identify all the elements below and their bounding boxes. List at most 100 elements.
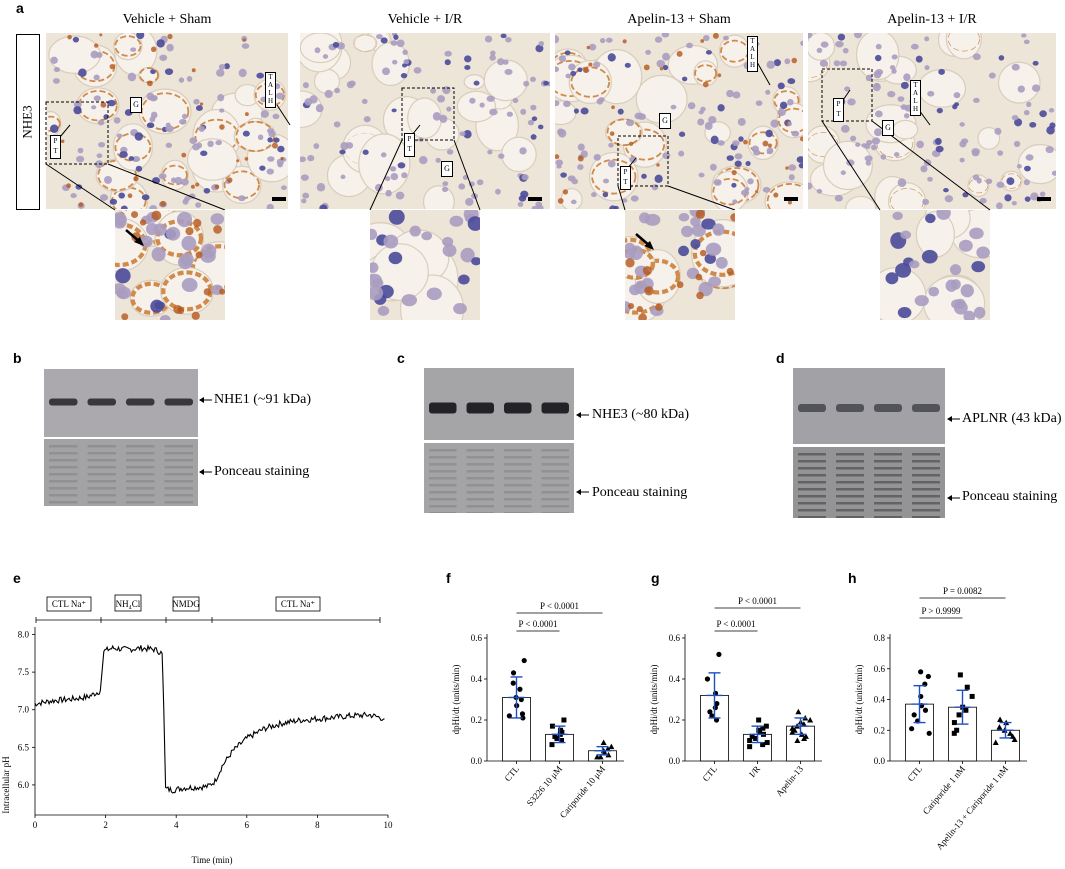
scale-bar: [272, 197, 286, 201]
data-point: [519, 711, 526, 717]
data-point: [712, 705, 718, 711]
data-point: [1011, 736, 1018, 742]
ph-trace-line: [34, 643, 385, 794]
zoom-inset-3: [625, 210, 735, 320]
panel-letter-g: g: [651, 570, 660, 586]
data-point: [794, 737, 801, 743]
data-point: [756, 717, 762, 723]
label-proximal-tubule: P T: [50, 135, 61, 159]
ph-trace-chart: CTL Na⁺ NH₄Cl NMDG CTL Na⁺ Intracellular…: [1, 594, 393, 865]
y-tick-label: 0.0: [669, 756, 681, 766]
data-point: [604, 745, 611, 752]
label-glomerulus: G: [882, 120, 894, 136]
data-point: [707, 709, 713, 715]
data-point: [764, 740, 770, 746]
data-point: [795, 708, 802, 715]
panel-letter-e: e: [13, 570, 21, 586]
data-point: [918, 669, 924, 675]
connector-line: [821, 120, 881, 211]
data-point: [517, 686, 523, 692]
y-tick-label: 6.5: [18, 742, 30, 752]
scale-bar: [1037, 197, 1051, 201]
y-tick-label: 7.0: [18, 705, 30, 715]
band-label-aplnr: APLNR (43 kDa): [962, 411, 1062, 426]
bar-chart-g: 0.0 0.2 0.4 0.6 dpHi/dt (units/min) CTL I/R Ape…: [649, 596, 822, 798]
x-tick-label: 2: [103, 820, 108, 830]
y-axis-label: dpHi/dt (units/min): [854, 665, 864, 735]
data-point: [520, 715, 526, 721]
arrow-icon: [947, 495, 952, 501]
band-label-nhe1: NHE1 (~91 kDa): [214, 392, 311, 407]
y-tick-label: 0.0: [471, 756, 483, 766]
connector-line: [667, 185, 736, 211]
band-label-nhe3: NHE3 (~80 kDa): [592, 407, 689, 422]
micrograph-vehicle-sham: [46, 33, 288, 209]
arrows-d: [947, 416, 960, 501]
connector-line: [617, 185, 626, 211]
phase-box: [114, 594, 142, 612]
pointer-line: [756, 61, 771, 86]
arrow-head-icon: [644, 241, 654, 250]
data-point: [909, 726, 915, 732]
y-tick-label: 0.6: [874, 664, 886, 674]
row-label-nhe3: NHE3: [16, 34, 40, 210]
y-tick-label: 0.8: [874, 633, 886, 643]
data-point: [510, 680, 516, 686]
data-point: [760, 725, 766, 731]
data-point: [506, 713, 512, 719]
data-point: [518, 696, 524, 703]
phase-label-nh4cl: NH₄Cl: [116, 599, 141, 609]
data-point: [951, 720, 957, 726]
connector-line: [45, 163, 116, 211]
data-point: [716, 651, 722, 657]
y-tick-label: 0.0: [874, 756, 886, 766]
phase-label-ctl-2: CTL Na⁺: [281, 599, 315, 609]
data-point: [747, 738, 753, 743]
data-point: [969, 693, 975, 699]
category-label: Cariporide 1 nM: [921, 764, 967, 816]
panel-letter-a: a: [16, 0, 24, 16]
category-label: CTL: [905, 764, 924, 783]
data-point: [951, 730, 957, 736]
label-proximal-tubule: P T: [833, 98, 844, 122]
data-point: [807, 717, 814, 723]
panel-letter-b: b: [13, 350, 22, 366]
zoom-inset-1: [115, 210, 225, 320]
data-point: [763, 723, 769, 729]
arrow-icon: [199, 397, 204, 403]
data-point: [549, 742, 555, 748]
arrow-head-icon: [134, 237, 144, 246]
data-point: [1007, 730, 1014, 736]
category-label: Apelin-13: [774, 763, 805, 798]
connector-line: [369, 139, 403, 211]
y-tick-label: 7.5: [18, 667, 30, 677]
panel-letter-c: c: [397, 350, 405, 366]
data-point: [997, 716, 1004, 722]
data-point: [926, 730, 932, 736]
connector-line: [107, 163, 226, 211]
y-tick-label: 0.2: [669, 715, 680, 725]
arrow-icon: [576, 412, 581, 418]
y-axis-label: dpHi/dt (units/min): [649, 665, 659, 735]
data-point: [954, 727, 960, 733]
data-point: [559, 738, 565, 743]
micrograph-apelin-sham: [555, 33, 803, 209]
y-tick-label: 0.2: [471, 715, 482, 725]
data-point: [597, 753, 604, 760]
label-talh: T A L H: [910, 80, 921, 116]
y-axis-label: dpHi/dt (units/min): [451, 665, 461, 735]
data-point: [709, 713, 715, 719]
arrows-c: [576, 412, 589, 495]
category-label: Cariporide 10 μM: [558, 764, 607, 820]
phase-bracket: [35, 617, 381, 623]
blot-nhe3: [424, 368, 574, 440]
data-point: [956, 712, 962, 718]
label-glomerulus: G: [130, 97, 142, 113]
data-point: [561, 717, 567, 723]
label-proximal-tubule: P T: [620, 166, 631, 190]
phase-box: [172, 596, 200, 612]
condition-title-2: Vehicle + I/R: [387, 12, 463, 27]
inset-box-2: [401, 87, 455, 141]
panel-letter-f: f: [446, 570, 451, 586]
data-point: [996, 724, 1003, 730]
